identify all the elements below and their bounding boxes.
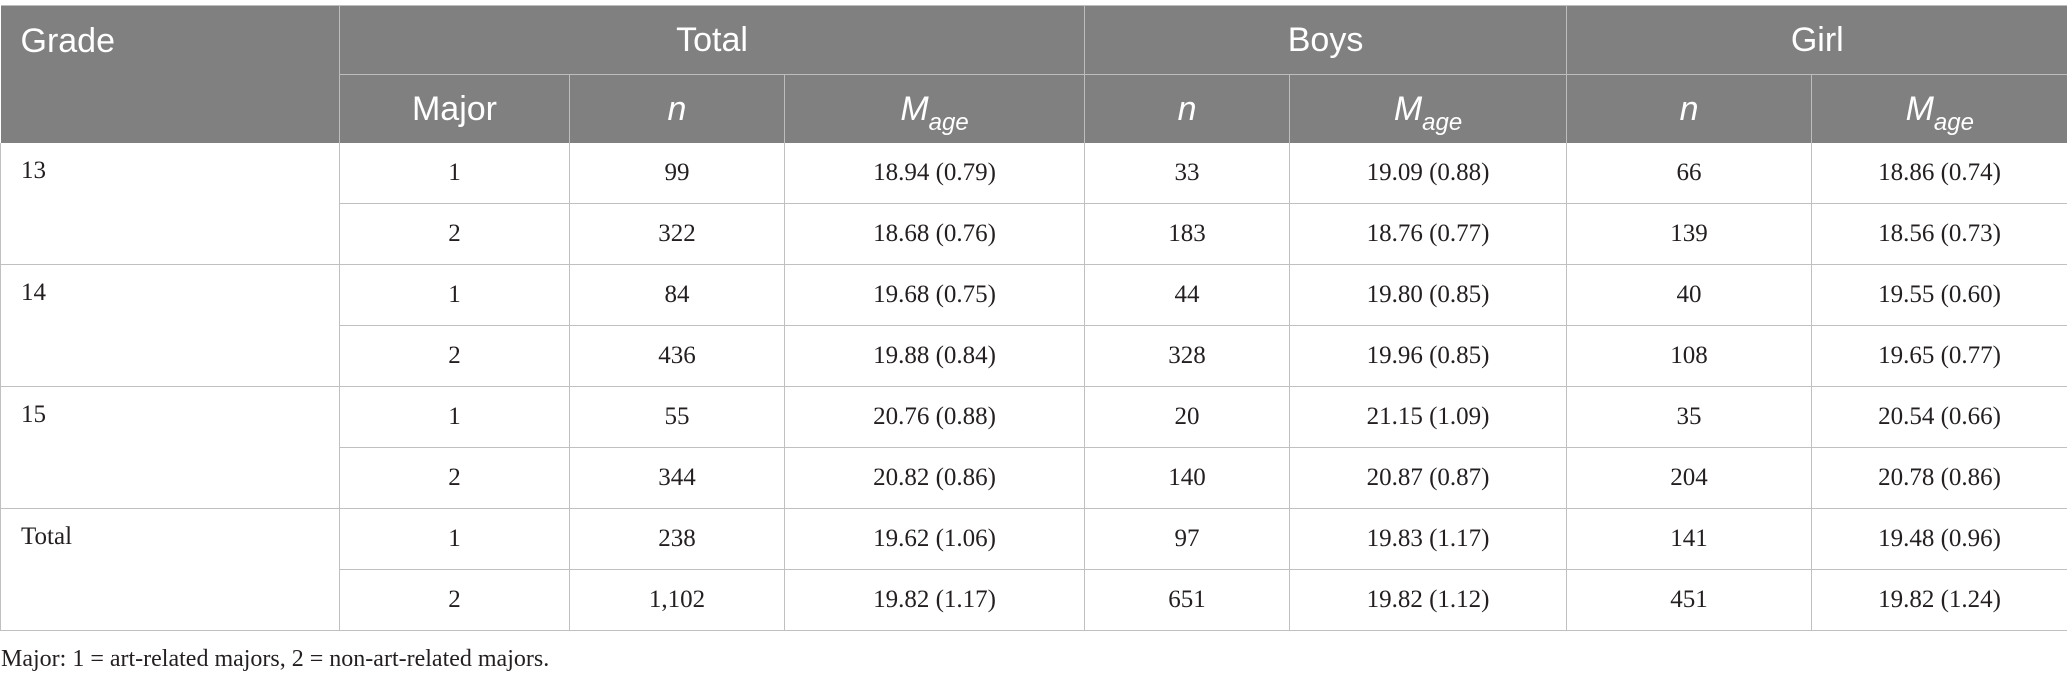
major-cell: 1: [339, 508, 570, 570]
girl-mage-cell: 20.78 (0.86): [1811, 447, 2067, 509]
table-header: Grade Total Boys Girl Major n Mage n Mag…: [0, 5, 2067, 143]
boys-mage-cell: 19.83 (1.17): [1289, 508, 1568, 570]
boys-n-cell: 183: [1084, 203, 1291, 265]
boys-mage-cell: 18.76 (0.77): [1289, 203, 1568, 265]
girl-mage-cell: 18.86 (0.74): [1811, 143, 2067, 204]
age-subscript: age: [928, 108, 969, 136]
girl-n-cell: 139: [1566, 203, 1813, 265]
table-row: 13 1 99 18.94 (0.79) 33 19.09 (0.88) 66 …: [0, 143, 2067, 265]
table-row: 15 1 55 20.76 (0.88) 20 21.15 (1.09) 35 …: [0, 386, 2067, 509]
total-n-cell: 1,102: [569, 569, 785, 631]
table-row: 2 344 20.82 (0.86) 140 20.87 (0.87) 204 …: [1, 447, 2067, 509]
girl-n-cell: 66: [1566, 143, 1813, 204]
girl-n-cell: 40: [1566, 264, 1813, 326]
total-n-cell: 436: [569, 325, 785, 387]
total-n-cell: 344: [569, 447, 785, 509]
boys-mage-cell: 19.09 (0.88): [1289, 143, 1568, 204]
grade-cell: 15: [0, 386, 340, 509]
m-symbol: M: [900, 89, 929, 128]
boys-mage-cell: 21.15 (1.09): [1289, 386, 1568, 448]
major-cell: 2: [339, 569, 570, 631]
column-header-total-mage: Mage: [783, 74, 1085, 143]
boys-n-cell: 140: [1084, 447, 1291, 509]
total-n-cell: 322: [569, 203, 785, 265]
table-row: Total 1 238 19.62 (1.06) 97 19.83 (1.17)…: [0, 508, 2067, 631]
boys-mage-cell: 19.80 (0.85): [1289, 264, 1568, 326]
total-mage-cell: 19.88 (0.84): [783, 325, 1086, 387]
m-symbol: M: [1905, 89, 1934, 128]
age-subscript: age: [1422, 108, 1463, 136]
column-group-boys: Boys: [1084, 5, 1567, 75]
column-header-major: Major: [339, 74, 570, 143]
total-mage-cell: 19.82 (1.17): [783, 569, 1086, 631]
boys-n-cell: 97: [1084, 508, 1291, 570]
girl-n-cell: 141: [1566, 508, 1813, 570]
total-n-cell: 55: [569, 386, 785, 448]
total-mage-cell: 18.94 (0.79): [783, 143, 1086, 204]
boys-n-cell: 328: [1084, 325, 1291, 387]
column-header-total-n: n: [569, 74, 785, 143]
boys-n-cell: 44: [1084, 264, 1291, 326]
column-header-boys-n: n: [1084, 74, 1290, 143]
major-cell: 1: [339, 143, 570, 204]
column-header-boys-mage: Mage: [1289, 74, 1567, 143]
total-mage-cell: 18.68 (0.76): [783, 203, 1086, 265]
table-row: 14 1 84 19.68 (0.75) 44 19.80 (0.85) 40 …: [0, 264, 2067, 387]
boys-mage-cell: 19.82 (1.12): [1289, 569, 1568, 631]
major-cell: 2: [339, 203, 570, 265]
girl-mage-cell: 19.65 (0.77): [1811, 325, 2067, 387]
girl-mage-cell: 18.56 (0.73): [1811, 203, 2067, 265]
girl-n-cell: 204: [1566, 447, 1813, 509]
boys-mage-cell: 20.87 (0.87): [1289, 447, 1568, 509]
age-subscript: age: [1933, 108, 1974, 136]
major-cell: 1: [339, 264, 570, 326]
m-symbol: M: [1393, 89, 1423, 128]
column-header-girl-mage: Mage: [1811, 74, 2067, 143]
table-footnote: Major: 1 = art-related majors, 2 = non-a…: [1, 646, 550, 672]
girl-mage-cell: 19.48 (0.96): [1811, 508, 2067, 570]
n-symbol: n: [1177, 89, 1197, 128]
grade-cell: 14: [0, 264, 340, 387]
total-mage-cell: 20.76 (0.88): [783, 386, 1086, 448]
n-symbol: n: [1679, 89, 1699, 128]
grade-cell: Total: [0, 508, 340, 631]
major-cell: 2: [339, 325, 570, 387]
girl-mage-cell: 20.54 (0.66): [1811, 386, 2067, 448]
header-row-subcolumns: Major n Mage n Mage n Mage: [1, 74, 2067, 143]
table-row: 2 1,102 19.82 (1.17) 651 19.82 (1.12) 45…: [1, 569, 2067, 631]
n-symbol: n: [667, 89, 687, 128]
boys-n-cell: 33: [1084, 143, 1291, 204]
data-table-container: Grade Total Boys Girl Major n Mage n Mag…: [0, 5, 2067, 631]
total-mage-cell: 19.62 (1.06): [783, 508, 1086, 570]
girl-mage-cell: 19.55 (0.60): [1811, 264, 2067, 326]
girl-n-cell: 451: [1566, 569, 1813, 631]
major-cell: 2: [339, 447, 570, 509]
girl-n-cell: 108: [1566, 325, 1813, 387]
boys-n-cell: 20: [1084, 386, 1291, 448]
total-n-cell: 99: [569, 143, 785, 204]
boys-n-cell: 651: [1084, 569, 1291, 631]
column-header-girl-n: n: [1566, 74, 1812, 143]
boys-mage-cell: 19.96 (0.85): [1289, 325, 1568, 387]
total-n-cell: 238: [569, 508, 785, 570]
header-row-groups: Grade Total Boys Girl: [0, 5, 2067, 143]
column-group-girl: Girl: [1566, 5, 2067, 75]
grade-cell: 13: [0, 143, 340, 265]
girl-mage-cell: 19.82 (1.24): [1811, 569, 2067, 631]
total-mage-cell: 19.68 (0.75): [783, 264, 1086, 326]
total-mage-cell: 20.82 (0.86): [783, 447, 1086, 509]
grade-major-age-table: Grade Total Boys Girl Major n Mage n Mag…: [0, 5, 2067, 631]
major-cell: 1: [339, 386, 570, 448]
girl-n-cell: 35: [1566, 386, 1813, 448]
table-row: 2 322 18.68 (0.76) 183 18.76 (0.77) 139 …: [1, 203, 2067, 265]
table-row: 2 436 19.88 (0.84) 328 19.96 (0.85) 108 …: [1, 325, 2067, 387]
total-n-cell: 84: [569, 264, 785, 326]
table-body: 13 1 99 18.94 (0.79) 33 19.09 (0.88) 66 …: [0, 143, 2067, 631]
column-group-total: Total: [338, 5, 1085, 75]
column-header-grade: Grade: [0, 5, 340, 143]
